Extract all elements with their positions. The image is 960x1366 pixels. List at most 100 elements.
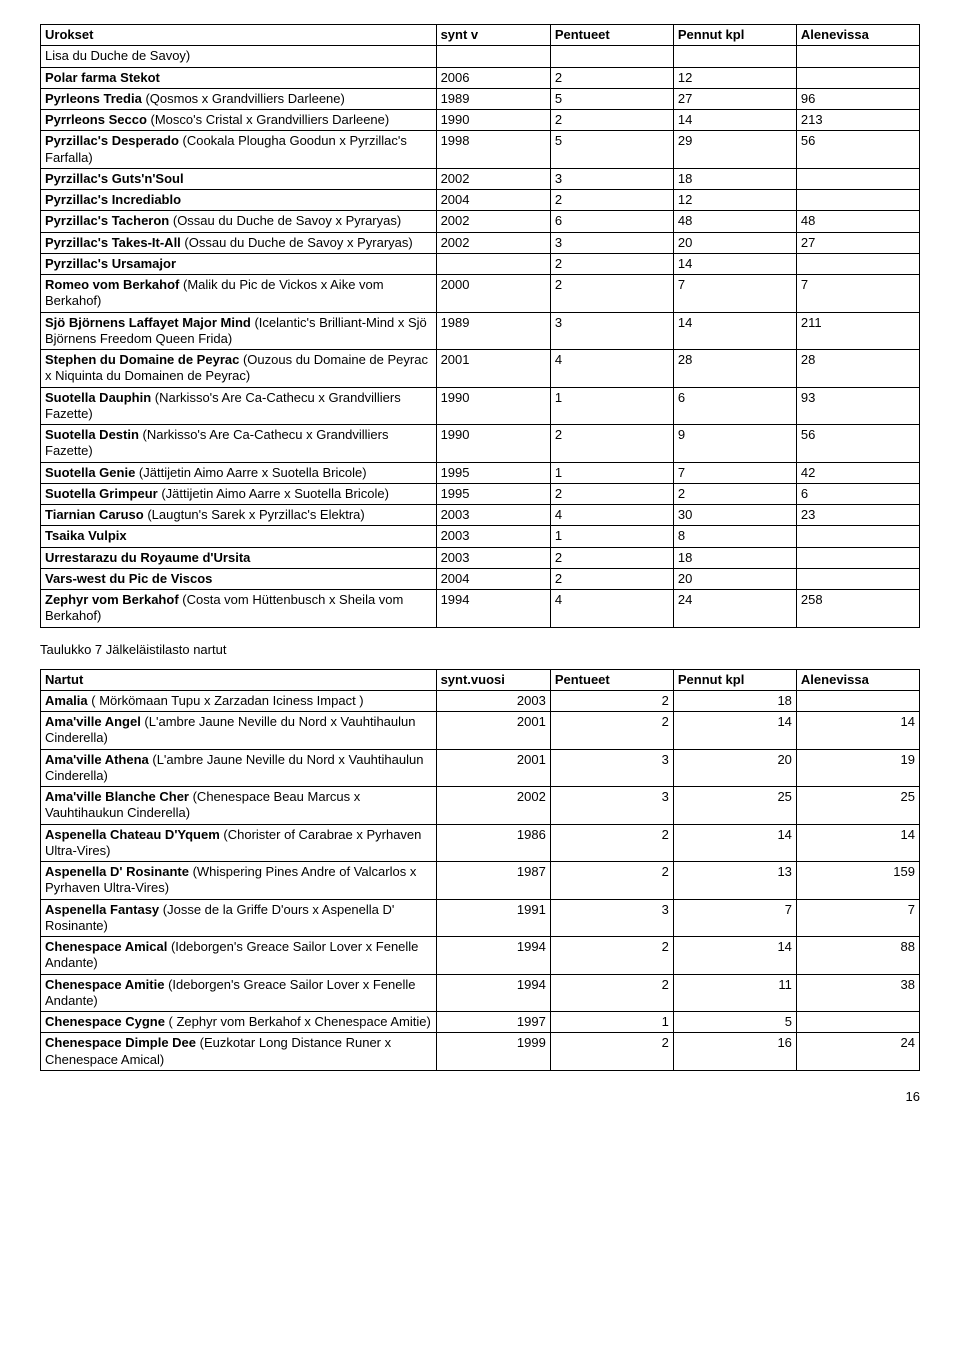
data-cell: 2 [550,862,673,900]
data-cell: 24 [796,1033,919,1071]
name-cell: Pyrzillac's Takes-It-All (Ossau du Duche… [41,232,437,253]
table2-caption: Taulukko 7 Jälkeläistilasto nartut [40,642,920,657]
data-cell: 14 [796,712,919,750]
column-header: Alenevissa [796,25,919,46]
name-cell: Ama'ville Angel (L'ambre Jaune Neville d… [41,712,437,750]
data-cell: 1 [550,526,673,547]
table-row: Polar farma Stekot2006212 [41,67,920,88]
data-cell: 13 [673,862,796,900]
data-cell [796,568,919,589]
data-cell: 1990 [436,110,550,131]
table-row: Zephyr vom Berkahof (Costa vom Hüttenbus… [41,590,920,628]
data-cell: 18 [673,690,796,711]
name-cell: Pyrzillac's Tacheron (Ossau du Duche de … [41,211,437,232]
data-cell: 159 [796,862,919,900]
page-number: 16 [40,1089,920,1104]
data-cell: 1999 [436,1033,550,1071]
data-cell: 20 [673,232,796,253]
data-cell: 27 [673,88,796,109]
data-cell: 2001 [436,749,550,787]
data-cell: 1994 [436,937,550,975]
data-cell: 1994 [436,974,550,1012]
data-cell: 2 [550,110,673,131]
name-cell: Suotella Genie (Jättijetin Aimo Aarre x … [41,462,437,483]
table-row: Sjö Björnens Laffayet Major Mind (Icelan… [41,312,920,350]
data-cell: 2 [550,190,673,211]
table-row: Ama'ville Blanche Cher (Chenespace Beau … [41,787,920,825]
data-cell: 48 [673,211,796,232]
data-cell: 2 [550,275,673,313]
name-cell: Stephen du Domaine de Peyrac (Ouzous du … [41,350,437,388]
table-row: Suotella Dauphin (Narkisso's Are Ca-Cath… [41,387,920,425]
data-cell: 2003 [436,505,550,526]
column-header: synt v [436,25,550,46]
data-cell: 8 [673,526,796,547]
column-header: Pennut kpl [673,669,796,690]
data-cell: 258 [796,590,919,628]
table-row: Chenespace Cygne ( Zephyr vom Berkahof x… [41,1012,920,1033]
data-cell: 25 [796,787,919,825]
table-row: Lisa du Duche de Savoy) [41,46,920,67]
data-cell: 14 [796,824,919,862]
table-row: Pyrzillac's Tacheron (Ossau du Duche de … [41,211,920,232]
data-cell: 3 [550,232,673,253]
data-cell: 2 [550,547,673,568]
name-cell: Pyrleons Tredia (Qosmos x Grandvilliers … [41,88,437,109]
data-cell: 3 [550,787,673,825]
table-row: Ama'ville Angel (L'ambre Jaune Neville d… [41,712,920,750]
table-row: Suotella Destin (Narkisso's Are Ca-Cathe… [41,425,920,463]
data-cell: 2 [550,253,673,274]
data-cell: 1995 [436,462,550,483]
data-cell: 2002 [436,232,550,253]
data-cell: 27 [796,232,919,253]
data-cell: 9 [673,425,796,463]
data-cell [796,547,919,568]
name-cell: Aspenella Fantasy (Josse de la Griffe D'… [41,899,437,937]
data-cell: 28 [673,350,796,388]
table-row: Chenespace Amical (Ideborgen's Greace Sa… [41,937,920,975]
name-cell: Chenespace Cygne ( Zephyr vom Berkahof x… [41,1012,437,1033]
data-cell: 28 [796,350,919,388]
data-cell: 7 [796,275,919,313]
table-row: Tsaika Vulpix200318 [41,526,920,547]
table-row: Urrestarazu du Royaume d'Ursita2003218 [41,547,920,568]
data-cell: 2 [550,690,673,711]
name-cell: Aspenella D' Rosinante (Whispering Pines… [41,862,437,900]
data-cell: 2006 [436,67,550,88]
table-row: Aspenella Fantasy (Josse de la Griffe D'… [41,899,920,937]
name-cell: Zephyr vom Berkahof (Costa vom Hüttenbus… [41,590,437,628]
column-header: Urokset [41,25,437,46]
table-row: Suotella Grimpeur (Jättijetin Aimo Aarre… [41,483,920,504]
data-cell: 2002 [436,168,550,189]
data-cell [673,46,796,67]
data-cell: 7 [796,899,919,937]
table-row: Pyrrleons Secco (Mosco's Cristal x Grand… [41,110,920,131]
name-cell: Tiarnian Caruso (Laugtun's Sarek x Pyrzi… [41,505,437,526]
name-cell: Pyrzillac's Ursamajor [41,253,437,274]
table-row: Vars-west du Pic de Viscos2004220 [41,568,920,589]
data-cell: 2003 [436,690,550,711]
data-cell: 2 [550,824,673,862]
data-cell: 2 [550,425,673,463]
data-cell: 16 [673,1033,796,1071]
data-cell [436,253,550,274]
name-cell: Suotella Grimpeur (Jättijetin Aimo Aarre… [41,483,437,504]
data-cell: 4 [550,590,673,628]
name-cell: Sjö Björnens Laffayet Major Mind (Icelan… [41,312,437,350]
data-cell [796,46,919,67]
column-header: Pentueet [550,669,673,690]
data-cell: 2003 [436,547,550,568]
name-cell: Lisa du Duche de Savoy) [41,46,437,67]
data-cell: 1987 [436,862,550,900]
data-cell: 12 [673,190,796,211]
data-cell: 1997 [436,1012,550,1033]
data-cell: 211 [796,312,919,350]
data-cell: 18 [673,168,796,189]
name-cell: Chenespace Amical (Ideborgen's Greace Sa… [41,937,437,975]
data-cell: 3 [550,899,673,937]
data-cell [796,190,919,211]
data-cell [796,253,919,274]
name-cell: Pyrzillac's Desperado (Cookala Plougha G… [41,131,437,169]
name-cell: Ama'ville Blanche Cher (Chenespace Beau … [41,787,437,825]
data-cell: 2 [550,937,673,975]
